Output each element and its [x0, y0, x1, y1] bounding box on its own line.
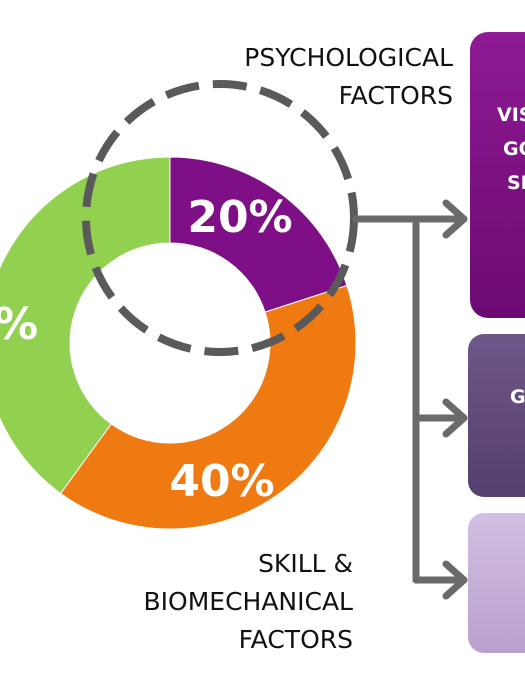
slice-skill-biomechanical — [59, 284, 357, 530]
box-top-line-1: VIS — [497, 104, 525, 126]
psychological-label-line-1: PSYCHOLOGICAL — [244, 43, 453, 72]
skill-label-line-2: BIOMECHANICAL — [144, 587, 354, 616]
slice-green — [0, 156, 171, 495]
arrowhead-top — [442, 199, 468, 239]
arrowhead-bottom — [442, 560, 468, 600]
box-top-line-2: GO — [503, 138, 525, 160]
slice-value-psychological: 20% — [187, 192, 292, 243]
box-middle-bg — [468, 334, 525, 497]
box-top-bg — [470, 32, 525, 318]
slice-psychological — [169, 156, 348, 313]
box-top: VIS GO SE — [470, 32, 525, 318]
skill-label-line-3: FACTORS — [239, 625, 353, 654]
box-bottom-bg — [468, 513, 525, 653]
connector-arrows — [352, 199, 468, 600]
donut-chart — [0, 156, 357, 530]
arrowhead-middle — [442, 398, 468, 438]
box-middle: G — [468, 334, 525, 497]
psychological-factors-label: PSYCHOLOGICAL FACTORS — [244, 43, 453, 110]
box-middle-line-1: G — [510, 386, 525, 408]
slice-value-skill: 40% — [169, 456, 274, 507]
box-top-line-3: SE — [507, 172, 525, 194]
skill-label-line-1: SKILL & — [258, 549, 353, 578]
skill-biomechanical-label: SKILL & BIOMECHANICAL FACTORS — [144, 549, 354, 654]
box-bottom — [468, 513, 525, 653]
slice-value-green: % — [0, 299, 38, 350]
psychological-label-line-2: FACTORS — [339, 81, 453, 110]
